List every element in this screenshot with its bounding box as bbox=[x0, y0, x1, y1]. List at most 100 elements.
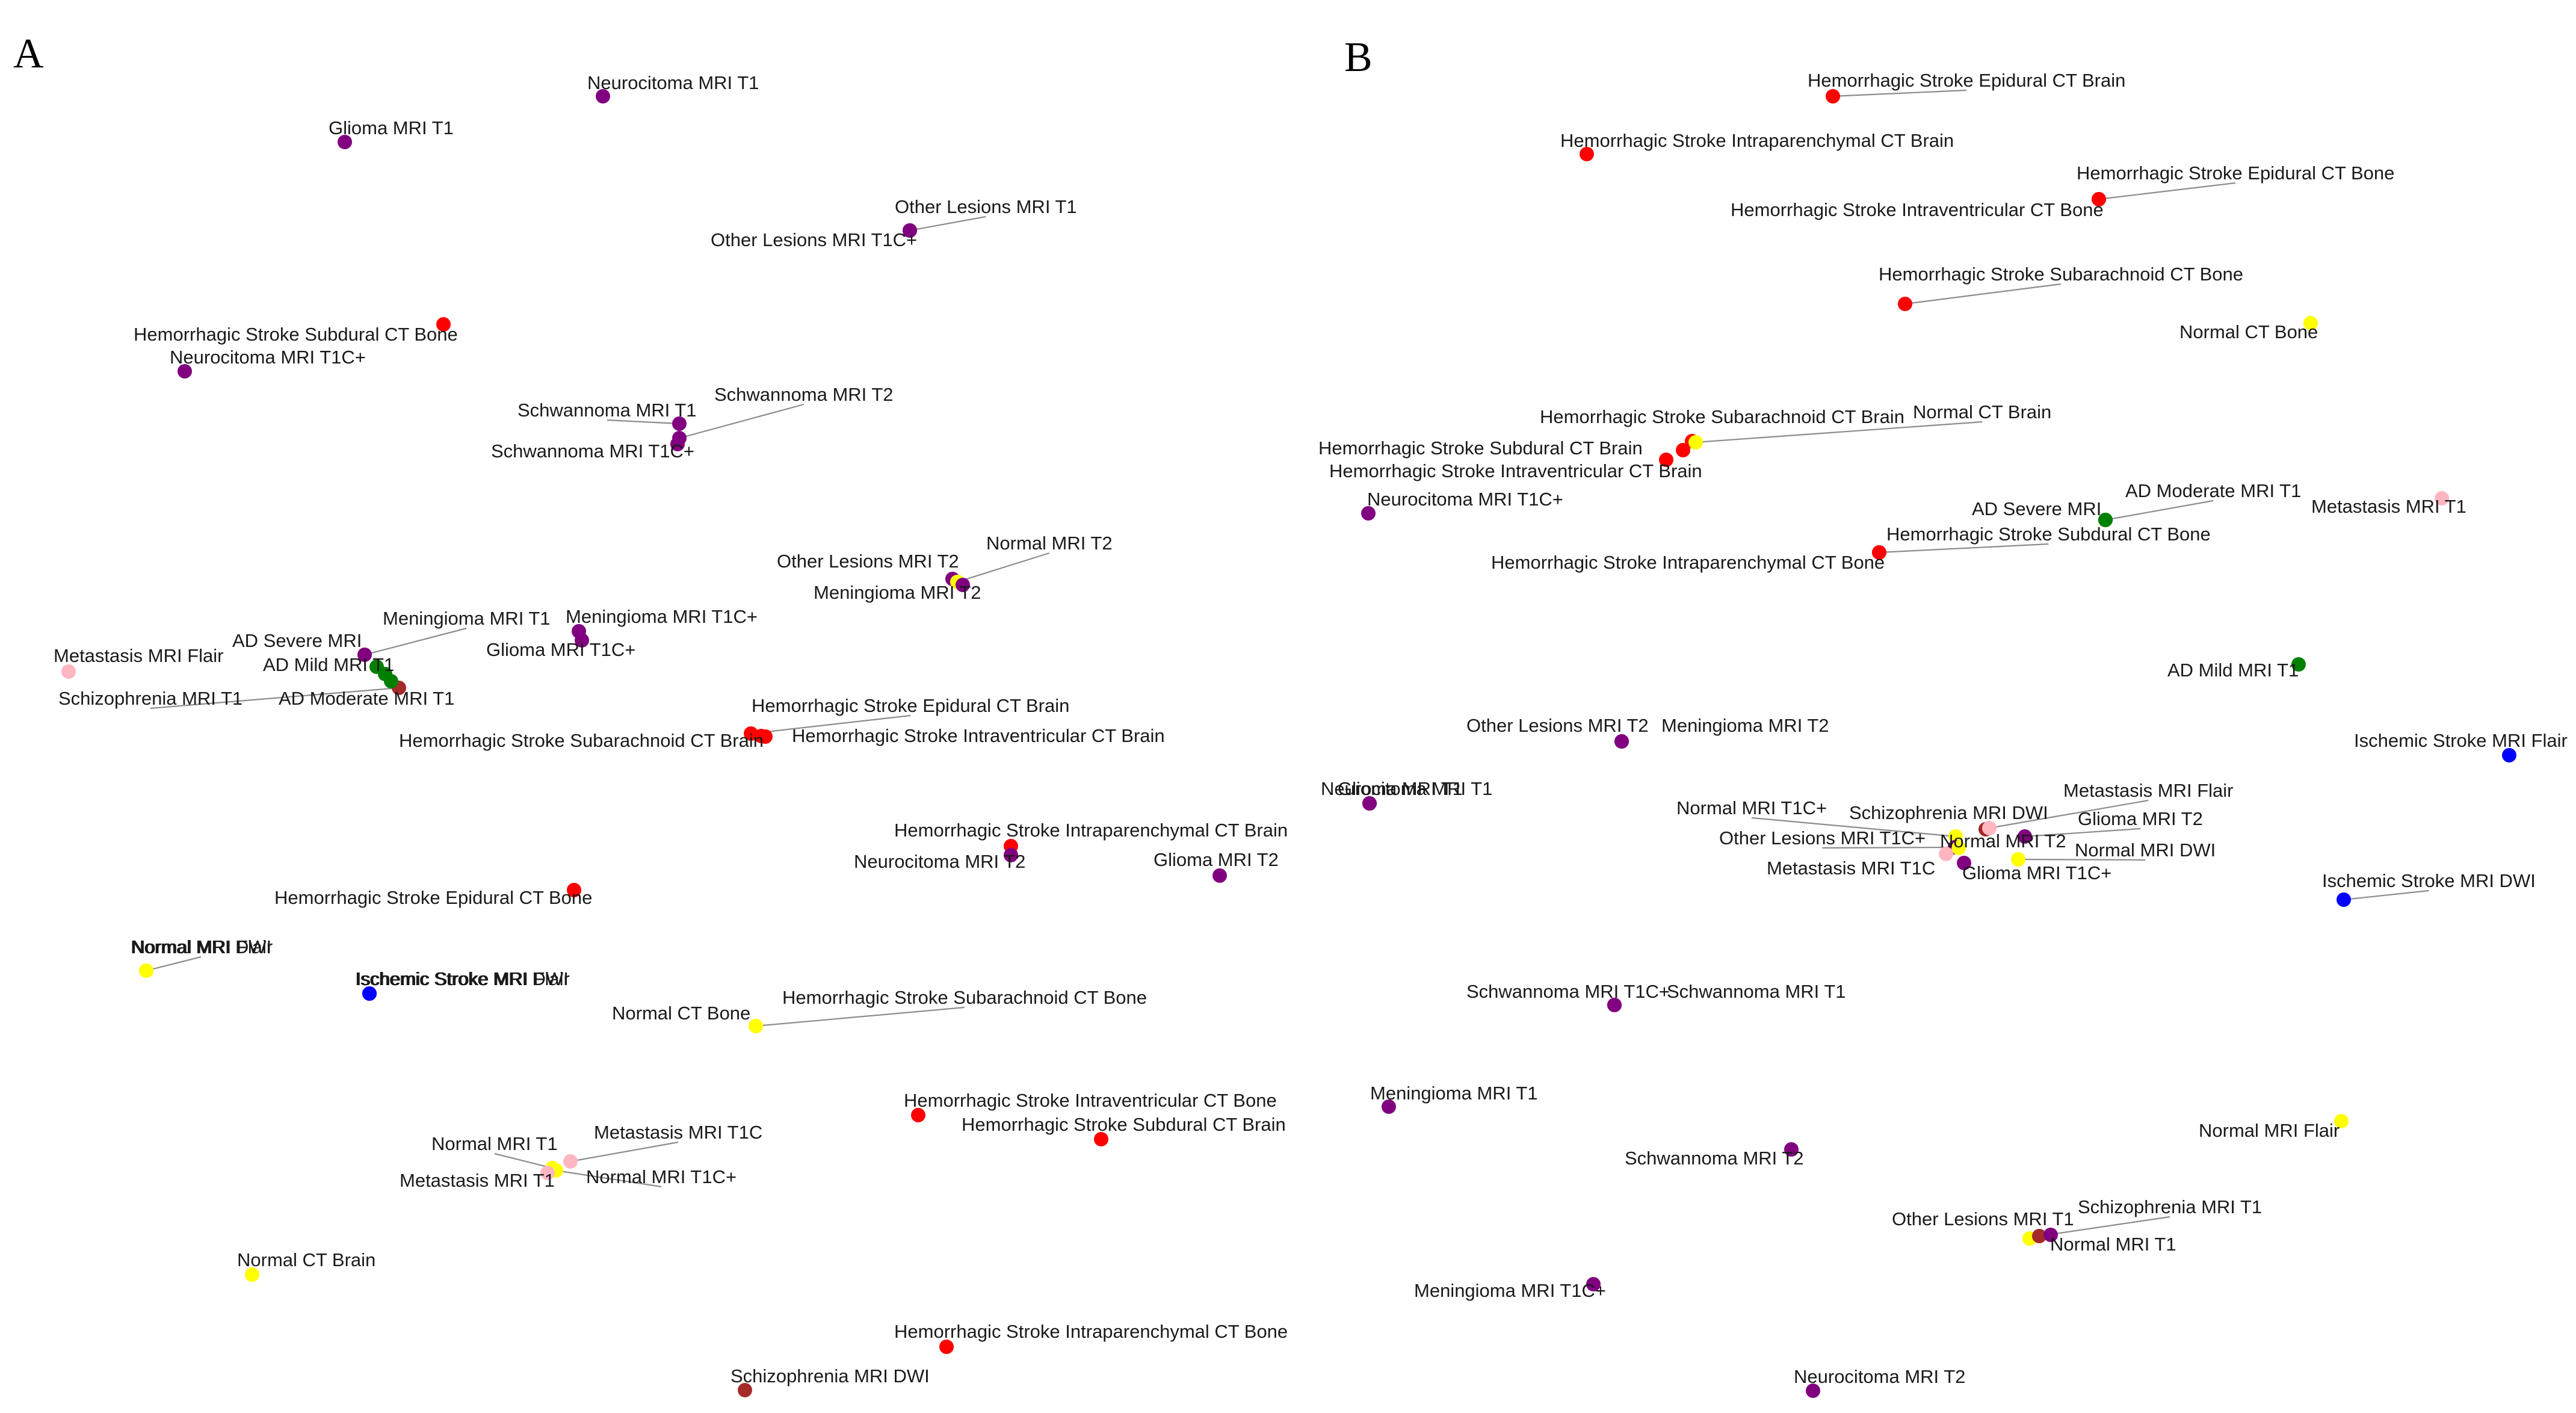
panel-b-ad-moderate-mri-t1-leader-line bbox=[2105, 499, 2214, 521]
panel-a-hemorrhagic-stroke-epidural-ct-bone-point bbox=[567, 883, 581, 897]
panel-b-hemorrhagic-stroke-intraparenchymal-ct-bone-label: Hemorrhagic Stroke Intraparenchymal CT B… bbox=[1491, 552, 1885, 573]
panel-b-normal-mri-dwi-label: Normal MRI DWI bbox=[2075, 839, 2216, 861]
panel-b-metastasis-mri-flair-leader-line bbox=[1989, 799, 2149, 829]
panel-b-schwannoma-mri-t2-label: Schwannoma MRI T2 bbox=[1625, 1148, 1804, 1169]
panel-b-ad-moderate-mri-t1-label: AD Moderate MRI T1 bbox=[2125, 480, 2301, 501]
panel-a-hemorrhagic-stroke-epidural-ct-brain-label: Hemorrhagic Stroke Epidural CT Brain bbox=[752, 695, 1069, 716]
panel-b-neurocitoma-mri-t1-label: Neurocitoma MRI T1 bbox=[1321, 778, 1492, 799]
panel-b-ad-mild-mri-t1-label: AD Mild MRI T1 bbox=[2167, 660, 2299, 681]
panel-a-glioma-mri-t1c-plus-point bbox=[575, 633, 589, 648]
panel-a-normal-mri-t1c-plus-label: Normal MRI T1C+ bbox=[586, 1166, 737, 1187]
panel-a-ischemic-stroke-mri-flair-point bbox=[362, 986, 377, 1001]
panel-a-glioma-mri-t2-label: Glioma MRI T2 bbox=[1154, 849, 1279, 870]
panel-b-ischemic-stroke-mri-flair-label: Ischemic Stroke MRI Flair bbox=[2354, 730, 2568, 751]
panel-b-hemorrhagic-stroke-subarachnoid-ct-bone-leader-line bbox=[1904, 283, 2062, 305]
panel-b-normal-ct-bone-label: Normal CT Bone bbox=[2179, 321, 2318, 342]
panel-b-normal-mri-t2-point bbox=[1951, 841, 1966, 855]
panel-b-hemorrhagic-stroke-epidural-ct-bone-leader-line bbox=[2098, 182, 2236, 200]
panel-b-ad-moderate-mri-t1-point bbox=[2098, 513, 2113, 527]
panel-a-other-lesions-mri-t1-label: Other Lesions MRI T1 bbox=[895, 196, 1077, 217]
panel-a-metastasis-mri-flair-point bbox=[61, 664, 76, 679]
panel-b-ad-severe-mri-label: AD Severe MRI bbox=[1972, 498, 2101, 519]
panel-a-hemorrhagic-stroke-intraventricular-ct-brain-point bbox=[758, 729, 773, 744]
panel-b-neurocitoma-mri-t2-point bbox=[1806, 1384, 1820, 1398]
panel-b-glioma-mri-t1c-plus-label: Glioma MRI T1C+ bbox=[1962, 862, 2111, 883]
panel-a-meningioma-mri-t1-leader-line bbox=[364, 627, 467, 656]
panel-b-hemorrhagic-stroke-intraparenchymal-ct-brain-point bbox=[1580, 147, 1594, 161]
panel-a-ad-mild-mri-t1-label: AD Mild MRI T1 bbox=[263, 654, 394, 675]
panel-a-meningioma-mri-t2-point bbox=[956, 578, 970, 592]
panel-a-normal-ct-brain-label: Normal CT Brain bbox=[237, 1249, 375, 1270]
panel-a-schizophrenia-mri-t1-leader-line bbox=[150, 687, 400, 710]
panel-a-glioma-mri-t2-point bbox=[1212, 868, 1227, 883]
panel-b-schizophrenia-mri-dwi-label: Schizophrenia MRI DWI bbox=[1849, 802, 2048, 823]
panel-b-schwannoma-mri-t2-point bbox=[1784, 1142, 1799, 1157]
panel-b-schizophrenia-mri-t1-point bbox=[2032, 1229, 2046, 1243]
panel-a-neurocitoma-mri-t1c-plus-label: Neurocitoma MRI T1C+ bbox=[170, 347, 366, 368]
panel-a-meningioma-mri-t1-label: Meningioma MRI T1 bbox=[383, 608, 551, 629]
panel-b-meningioma-mri-t2-point bbox=[1614, 734, 1629, 749]
panel-b-meningioma-mri-t1-point bbox=[1382, 1099, 1396, 1114]
panel-a-normal-ct-brain-point bbox=[245, 1267, 259, 1282]
panel-a-hemorrhagic-stroke-epidural-ct-bone-label: Hemorrhagic Stroke Epidural CT Bone bbox=[274, 887, 592, 908]
panel-a-hemorrhagic-stroke-intraventricular-ct-brain-label: Hemorrhagic Stroke Intraventricular CT B… bbox=[792, 725, 1165, 746]
panel-b-hemorrhagic-stroke-intraventricular-ct-bone-label: Hemorrhagic Stroke Intraventricular CT B… bbox=[1731, 199, 2104, 220]
panel-b-hemorrhagic-stroke-intraparenchymal-ct-brain-label: Hemorrhagic Stroke Intraparenchymal CT B… bbox=[1560, 130, 1954, 151]
panel-b-normal-ct-brain-leader-line bbox=[1695, 421, 1983, 444]
panel-a-normal-mri-t1-label: Normal MRI T1 bbox=[431, 1133, 558, 1154]
panel-b-hemorrhagic-stroke-intraventricular-ct-brain-label: Hemorrhagic Stroke Intraventricular CT B… bbox=[1329, 460, 1702, 481]
panel-b-ad-mild-mri-t1-point bbox=[2291, 657, 2306, 672]
panel-b-hemorrhagic-stroke-epidural-ct-brain-leader-line bbox=[1832, 89, 1967, 97]
panel-a-ad-moderate-mri-t1-point bbox=[384, 674, 398, 688]
panel-a-metastasis-mri-t1c-point bbox=[563, 1154, 578, 1169]
panel-a-schwannoma-mri-t1-point bbox=[672, 416, 687, 431]
panel-letter-b: B bbox=[1344, 34, 1373, 81]
panel-a-hemorrhagic-stroke-epidural-ct-brain-leader-line bbox=[750, 714, 911, 735]
panel-a-meningioma-mri-t2-label: Meningioma MRI T2 bbox=[814, 582, 981, 603]
panel-a-schwannoma-mri-t1-leader-line bbox=[607, 419, 680, 425]
panel-b-ischemic-stroke-mri-flair-point bbox=[2502, 748, 2516, 762]
panel-b-hemorrhagic-stroke-subarachnoid-ct-brain-label: Hemorrhagic Stroke Subarachnoid CT Brain bbox=[1540, 406, 1904, 427]
panel-b-normal-mri-flair-point bbox=[2334, 1114, 2349, 1128]
panel-a-glioma-mri-t1-point bbox=[338, 135, 352, 149]
panel-a-ad-moderate-mri-t1-label: AD Moderate MRI T1 bbox=[279, 688, 454, 709]
panel-b-normal-mri-t1-point bbox=[2043, 1228, 2058, 1242]
panel-a-glioma-mri-t1-label: Glioma MRI T1 bbox=[329, 117, 454, 138]
panel-a-other-lesions-mri-t1-leader-line bbox=[909, 215, 986, 232]
panel-a-metastasis-mri-flair-label: Metastasis MRI Flair bbox=[54, 645, 223, 666]
panel-a-neurocitoma-mri-t1-point bbox=[596, 89, 610, 104]
panel-a-hemorrhagic-stroke-intraparenchymal-ct-brain-label: Hemorrhagic Stroke Intraparenchymal CT B… bbox=[894, 820, 1288, 841]
panel-b-glioma-mri-t1-point bbox=[1362, 796, 1377, 811]
panel-b-hemorrhagic-stroke-subdural-ct-bone-leader-line bbox=[1879, 543, 2049, 554]
panel-a-schwannoma-mri-t1c-plus-label: Schwannoma MRI T1C+ bbox=[491, 441, 694, 462]
node-labels: Neurocitoma MRI T1 Glioma MRI T1 Other Les… bbox=[54, 70, 2568, 1387]
panel-a-schwannoma-mri-t1c-plus-point bbox=[670, 437, 685, 451]
panel-b-schwannoma-mri-t1-point bbox=[1607, 998, 1622, 1012]
panel-b-metastasis-mri-t1c-point bbox=[1939, 847, 1953, 861]
panel-a-schwannoma-mri-t2-leader-line bbox=[679, 403, 805, 439]
panel-b-normal-mri-dwi-point bbox=[2011, 852, 2025, 867]
panel-b-hemorrhagic-stroke-epidural-ct-brain-point bbox=[1826, 89, 1840, 104]
panel-a-metastasis-mri-t1-label: Metastasis MRI T1 bbox=[400, 1170, 555, 1191]
panel-b-schwannoma-mri-t1c-plus-label: Schwannoma MRI T1C+ bbox=[1466, 981, 1670, 1002]
panel-a-hemorrhagic-stroke-subarachnoid-ct-bone-point bbox=[749, 1019, 763, 1033]
panel-a-ischemic-stroke-mri-dwi-label: Ischemic Stroke MRI DWI bbox=[355, 968, 569, 989]
panel-b-glioma-mri-t2-leader-line bbox=[2024, 827, 2141, 838]
panel-b-normal-mri-t1-label: Normal MRI T1 bbox=[2050, 1234, 2176, 1255]
panel-b-hemorrhagic-stroke-epidural-ct-brain-label: Hemorrhagic Stroke Epidural CT Brain bbox=[1808, 70, 2125, 91]
panel-b-glioma-mri-t1c-plus-point bbox=[1957, 856, 1971, 870]
panel-a-normal-mri-t2-leader-line bbox=[957, 552, 1050, 583]
panel-a-normal-mri-dwi-label: Normal MRI DWI bbox=[131, 936, 271, 957]
panel-a-normal-mri-t2-label: Normal MRI T2 bbox=[986, 533, 1113, 554]
panel-letter-a: A bbox=[13, 31, 44, 77]
panel-a-normal-mri-t1c-plus-leader-line bbox=[555, 1169, 662, 1188]
panel-a-hemorrhagic-stroke-subdural-ct-brain-label: Hemorrhagic Stroke Subdural CT Brain bbox=[962, 1114, 1286, 1135]
panel-a-hemorrhagic-stroke-intraparenchymal-ct-bone-point bbox=[939, 1340, 954, 1354]
panel-a-neurocitoma-mri-t2-point bbox=[1004, 848, 1018, 862]
panel-a-hemorrhagic-stroke-subdural-ct-bone-point bbox=[436, 317, 451, 332]
panel-b-metastasis-mri-t1c-label: Metastasis MRI T1C bbox=[1767, 858, 1935, 879]
panel-a-metastasis-mri-t1-point bbox=[540, 1166, 555, 1180]
panel-b-normal-mri-t1c-plus-label: Normal MRI T1C+ bbox=[1676, 797, 1827, 818]
panel-b-ischemic-stroke-mri-dwi-label: Ischemic Stroke MRI DWI bbox=[2322, 870, 2536, 891]
panel-b-meningioma-mri-t2-label: Meningioma MRI T2 bbox=[1661, 715, 1829, 736]
